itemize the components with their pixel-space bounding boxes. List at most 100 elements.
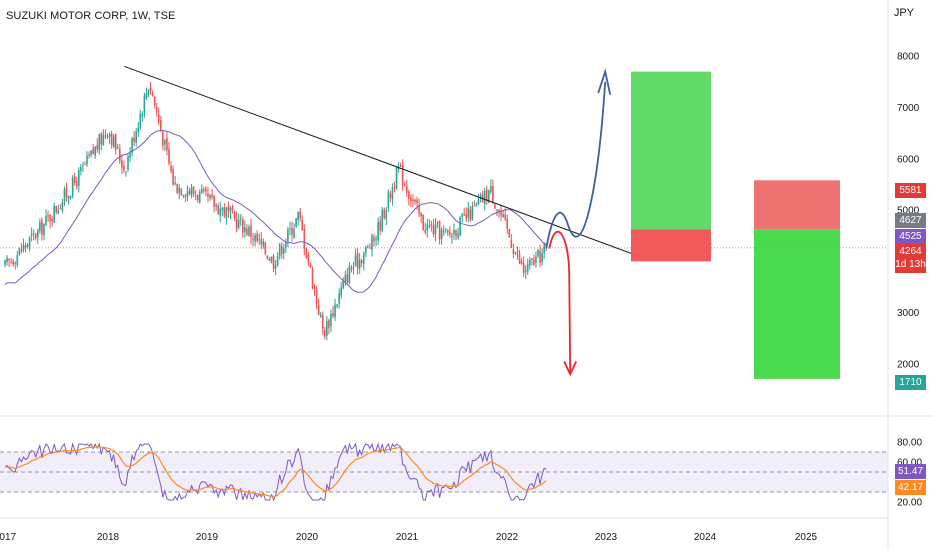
candle-body — [244, 226, 246, 232]
candle-body — [307, 255, 310, 264]
time-tick-label: 2023 — [595, 532, 618, 543]
candle-body — [256, 233, 258, 241]
candle-body — [399, 165, 402, 167]
candle-body — [481, 193, 484, 203]
candle-body — [303, 228, 306, 249]
candle-body — [108, 134, 111, 137]
candle-body — [406, 186, 408, 193]
candle-body — [514, 252, 517, 254]
candle-body — [539, 251, 541, 263]
short-position-stop-zone — [754, 180, 840, 230]
candle-body — [334, 304, 336, 318]
candle-body — [116, 147, 119, 149]
candle-body — [492, 186, 494, 203]
candle-body — [490, 186, 492, 193]
candle-body — [533, 259, 535, 265]
candle-body — [494, 204, 496, 209]
candle-body — [422, 214, 424, 230]
candle-body — [395, 167, 398, 189]
price-badge-value: 4264 — [899, 246, 922, 257]
candle-body — [55, 206, 58, 213]
candle-body — [319, 314, 322, 318]
candle-body — [438, 221, 441, 240]
candle-body — [201, 189, 203, 193]
candle-body — [276, 256, 279, 266]
candle-body — [479, 195, 482, 200]
bar-countdown: 1d 13h — [895, 259, 926, 270]
candle-body — [496, 209, 498, 211]
candle-body — [180, 188, 183, 196]
candle-body — [223, 207, 226, 216]
long-position-stop-zone — [631, 229, 711, 262]
candle-body — [250, 225, 252, 238]
candle-body — [453, 229, 455, 235]
candle-body — [63, 189, 66, 202]
candle-body — [37, 229, 39, 238]
time-tick-label: 2021 — [396, 532, 419, 543]
candle-body — [444, 228, 447, 230]
candle-body — [473, 205, 476, 207]
candle-body — [12, 260, 14, 265]
candle-body — [485, 189, 488, 201]
candle-body — [41, 220, 43, 235]
rsi-pane: 80.00 60.00 20.00 — [0, 438, 922, 509]
candle-body — [266, 255, 269, 259]
candle-body — [526, 263, 529, 272]
candle-body — [188, 190, 191, 195]
candle-body — [252, 238, 254, 240]
candles-layer — [4, 81, 547, 341]
candle-body — [305, 248, 308, 258]
candle-body — [543, 245, 545, 253]
candle-body — [73, 176, 76, 183]
candle-body — [471, 205, 474, 220]
candle-body — [104, 135, 107, 137]
candle-body — [217, 205, 219, 215]
candle-body — [219, 208, 222, 216]
candle-body — [135, 131, 137, 143]
candle-body — [233, 211, 236, 219]
long-position-profit-zone — [631, 71, 711, 230]
candle-body — [455, 230, 457, 237]
candle-body — [125, 171, 127, 173]
candle-body — [330, 313, 332, 326]
candle-body — [137, 127, 140, 133]
candle-body — [502, 214, 504, 217]
candle-body — [381, 210, 383, 232]
candle-body — [258, 239, 260, 241]
candle-body — [475, 202, 478, 205]
candle-body — [239, 218, 242, 220]
candle-body — [178, 187, 181, 193]
candle-body — [139, 113, 142, 128]
rsi-line — [4, 442, 547, 502]
price-badge-value: 5581 — [899, 185, 922, 196]
candle-body — [457, 233, 459, 239]
candle-body — [344, 275, 347, 283]
candle-body — [229, 208, 232, 213]
candle-body — [80, 167, 82, 171]
candle-body — [531, 258, 533, 260]
candle-body — [174, 182, 176, 185]
candle-body — [522, 263, 525, 273]
candle-body — [328, 320, 330, 328]
candle-body — [24, 245, 27, 247]
candle-body — [8, 258, 10, 261]
candle-body — [373, 236, 375, 242]
candle-body — [289, 228, 291, 230]
candle-body — [209, 195, 211, 199]
candle-body — [278, 244, 281, 257]
candle-body — [447, 230, 449, 233]
symbol-title[interactable]: SUZUKI MOTOR CORP, 1W, TSE — [6, 10, 176, 22]
candle-body — [172, 169, 174, 185]
candle-body — [264, 243, 267, 254]
candle-body — [340, 287, 342, 296]
candle-body — [53, 205, 55, 223]
candle-body — [110, 133, 113, 146]
candle-body — [508, 228, 511, 238]
trendline — [124, 65, 640, 257]
candle-body — [348, 266, 351, 283]
candle-body — [434, 223, 437, 235]
candle-body — [432, 225, 435, 235]
candle-body — [71, 177, 74, 197]
